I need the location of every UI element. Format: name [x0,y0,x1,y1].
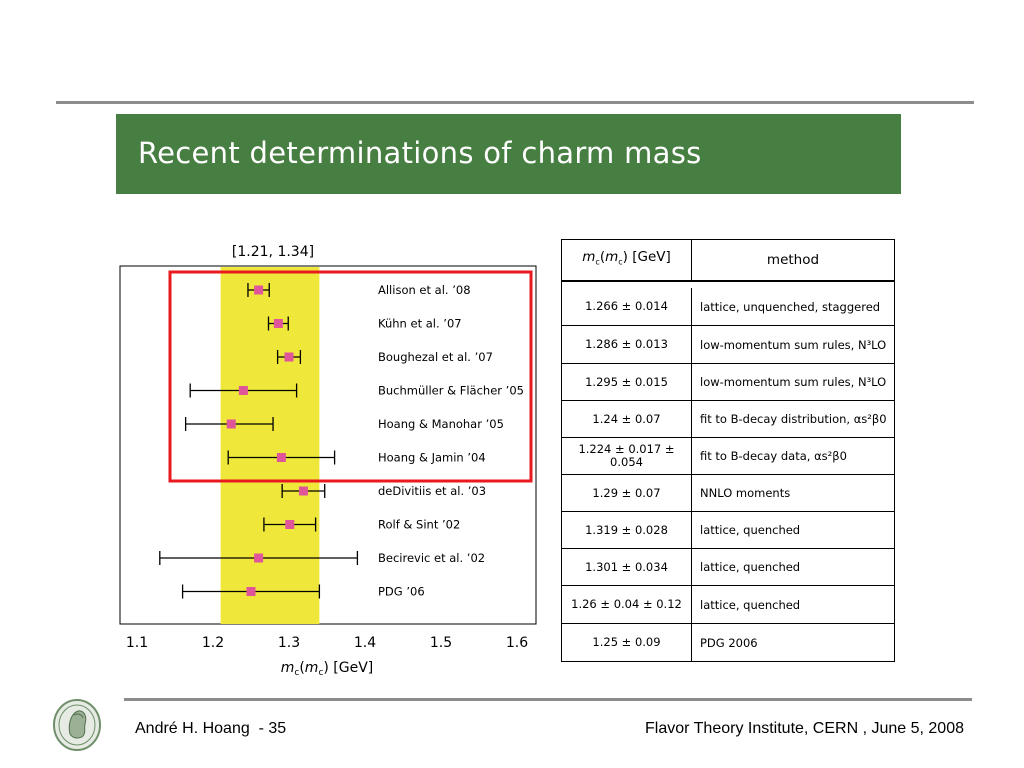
top-rule [56,101,974,104]
header-mass-label: mc(mc) [GeV] [582,249,671,267]
x-tick-label: 1.6 [506,635,528,651]
point-label: Becirevic et al. ’02 [378,551,485,565]
central-value-marker [254,553,264,563]
plot-frame [119,265,537,625]
data-point-row: Hoang & Manohar ’05 [184,417,504,431]
data-point-row: Becirevic et al. ’02 [159,551,485,565]
data-point-row: Boughezal et al. ’07 [276,350,493,364]
point-label: Hoang & Manohar ’05 [378,417,504,431]
data-point-row: deDivitiis et al. ’03 [281,484,486,498]
data-point-row: Rolf & Sint ’02 [263,517,460,532]
band-label: [1.21, 1.34] [232,244,314,260]
table-row: 1.266 ± 0.014 lattice, unquenched, stagge… [562,288,894,326]
central-value-marker [298,486,308,496]
slide-title: Recent determinations of charm mass [138,136,702,170]
bottom-rule [124,698,972,701]
table-row: 1.29 ± 0.07 NNLO moments [562,475,894,512]
table-cell-method: lattice, quenched [700,560,801,574]
allowed-range-band [220,267,320,624]
table-cell-method: lattice, quenched [700,523,801,537]
x-tick-label: 1.2 [202,635,224,651]
table-cell-method: lattice, quenched [700,597,801,612]
central-value-marker [284,352,294,362]
table-header-method: method [766,252,820,268]
table-header-row: mc(mc) [GeV] method [562,240,894,282]
table-row: 1.224 ± 0.017 ± 0.054 fit to B-decay data… [562,438,894,475]
table-cell-method: lattice, unquenched, staggered [700,299,881,314]
data-point-row: Allison et al. ’08 [247,283,471,297]
footer-event: Flavor Theory Institute, CERN , June 5, … [645,720,964,737]
error-bar-chart: 1.1 1.2 1.3 1.4 1.5 1.6 Allison et al. ’08 Küh… [119,244,537,678]
table-row: 1.301 ± 0.034 lattice, quenched [562,549,894,586]
central-value-marker [285,520,295,529]
table-row: 1.319 ± 0.028 lattice, quenched [562,512,894,549]
central-value-marker [276,453,286,462]
central-value-marker [238,386,248,395]
table-cell-mass: 1.301 ± 0.034 [562,549,692,585]
table-row: 1.24 ± 0.07 fit to B-decay distribution, … [562,401,894,438]
table-cell-method: low-momentum sum rules, N³LO [700,375,887,389]
central-value-marker [254,285,264,295]
table-cell-mass: 1.266 ± 0.014 [562,288,692,325]
table-row: 1.286 ± 0.013 low-momentum sum rules, N³L… [562,326,894,364]
title-bar: Recent determinations of charm mass [116,114,901,194]
x-tick-label: 1.1 [126,635,148,651]
x-tick-label: 1.3 [278,635,300,651]
point-label: Rolf & Sint ’02 [378,518,460,532]
table-cell-mass: 1.29 ± 0.07 [562,475,692,511]
x-tick-label: 1.4 [354,635,376,651]
central-value-marker [273,319,283,328]
table-cell-mass: 1.286 ± 0.013 [562,326,692,363]
point-label: Allison et al. ’08 [378,283,471,297]
table-cell-method: low-momentum sum rules, N³LO [700,337,887,352]
point-label: PDG ’06 [378,585,425,599]
data-point-row: Buchmüller & Flächer ’05 [189,383,524,398]
point-label: Kühn et al. ’07 [378,317,462,331]
results-table: mc(mc) [GeV] method 1.266 ± 0.014 lattice… [561,239,895,662]
data-point-row: PDG ’06 [181,584,425,599]
footer-author: André H. Hoang - 35 [135,720,287,737]
table-cell-method: NNLO moments [700,486,791,500]
point-label: Boughezal et al. ’07 [378,350,493,364]
central-value-marker [246,587,256,596]
table-cell-mass: 1.26 ± 0.04 ± 0.12 [562,586,692,623]
highlight-box [168,270,533,483]
table-cell-mass: 1.25 ± 0.09 [562,624,692,661]
data-point-row: Kühn et al. ’07 [267,316,462,331]
point-label: deDivitiis et al. ’03 [378,484,486,498]
x-tick-label: 1.5 [430,635,452,651]
table-row: 1.25 ± 0.09 PDG 2006 [562,624,894,661]
point-label: Buchmüller & Flächer ’05 [378,384,524,398]
table-header-mass: mc(mc) [GeV] [562,240,692,280]
table-row: 1.26 ± 0.04 ± 0.12 lattice, quenched [562,586,894,624]
x-axis-label: mc(mc) [GeV] [281,660,374,678]
table-cell-mass: 1.224 ± 0.017 ± 0.054 [562,438,692,474]
table-cell-mass: 1.24 ± 0.07 [562,401,692,437]
table-cell-method: PDG 2006 [700,635,758,650]
data-point-row: Hoang & Jamin ’04 [227,450,486,465]
table-cell-method: fit to B-decay distribution, αs²β0 [700,412,887,426]
central-value-marker [226,419,236,429]
table-row: 1.295 ± 0.015 low-momentum sum rules, N³L… [562,364,894,401]
point-label: Hoang & Jamin ’04 [378,451,486,465]
seal-logo-icon [53,699,101,751]
table-cell-mass: 1.319 ± 0.028 [562,512,692,548]
table-cell-mass: 1.295 ± 0.015 [562,364,692,400]
table-cell-method: fit to B-decay data, αs²β0 [700,449,847,463]
